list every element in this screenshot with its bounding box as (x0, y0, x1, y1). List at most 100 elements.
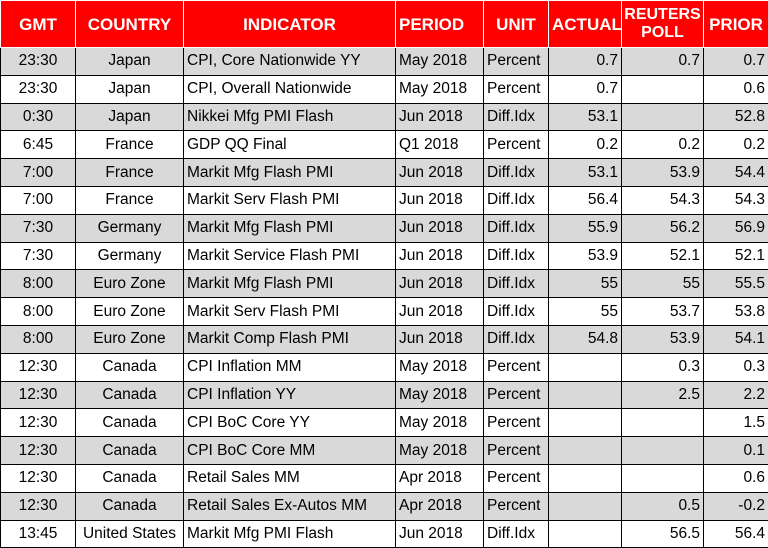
cell-gmt: 7:00 (1, 159, 76, 187)
cell-country: United States (76, 520, 184, 548)
header-row: GMT COUNTRY INDICATOR PERIOD UNIT ACTUAL… (1, 1, 768, 48)
cell-unit: Diff.Idx (484, 159, 549, 187)
cell-prior: 53.8 (704, 298, 768, 326)
header-country: COUNTRY (76, 1, 184, 48)
cell-period: Jun 2018 (396, 214, 484, 242)
header-unit: UNIT (484, 1, 549, 48)
cell-gmt: 6:45 (1, 131, 76, 159)
cell-country: France (76, 186, 184, 214)
cell-gmt: 12:30 (1, 464, 76, 492)
cell-reuters-poll (622, 103, 704, 131)
cell-gmt: 13:45 (1, 520, 76, 548)
cell-country: Germany (76, 214, 184, 242)
cell-reuters-poll: 56.2 (622, 214, 704, 242)
cell-actual: 55.9 (549, 214, 622, 242)
cell-unit: Diff.Idx (484, 214, 549, 242)
cell-reuters-poll: 0.7 (622, 48, 704, 76)
cell-actual: 0.2 (549, 131, 622, 159)
cell-unit: Diff.Idx (484, 270, 549, 298)
cell-reuters-poll: 55 (622, 270, 704, 298)
cell-prior: 56.9 (704, 214, 768, 242)
cell-prior: -0.2 (704, 492, 768, 520)
cell-unit: Percent (484, 409, 549, 437)
cell-prior: 52.1 (704, 242, 768, 270)
cell-period: Jun 2018 (396, 242, 484, 270)
cell-unit: Diff.Idx (484, 103, 549, 131)
cell-period: May 2018 (396, 75, 484, 103)
cell-gmt: 7:30 (1, 242, 76, 270)
cell-gmt: 0:30 (1, 103, 76, 131)
cell-actual: 53.9 (549, 242, 622, 270)
cell-indicator: CPI BoC Core MM (184, 437, 396, 465)
cell-actual (549, 409, 622, 437)
cell-indicator: Markit Mfg Flash PMI (184, 159, 396, 187)
cell-indicator: Markit Mfg PMI Flash (184, 520, 396, 548)
cell-actual: 55 (549, 270, 622, 298)
cell-reuters-poll: 2.5 (622, 381, 704, 409)
cell-period: Q1 2018 (396, 131, 484, 159)
cell-period: Jun 2018 (396, 298, 484, 326)
cell-actual (549, 492, 622, 520)
cell-prior: 0.7 (704, 48, 768, 76)
cell-prior: 56.4 (704, 520, 768, 548)
cell-country: Japan (76, 75, 184, 103)
cell-country: Euro Zone (76, 325, 184, 353)
cell-reuters-poll: 0.2 (622, 131, 704, 159)
cell-reuters-poll: 54.3 (622, 186, 704, 214)
cell-prior: 0.3 (704, 353, 768, 381)
cell-indicator: Markit Service Flash PMI (184, 242, 396, 270)
cell-unit: Diff.Idx (484, 242, 549, 270)
cell-gmt: 12:30 (1, 381, 76, 409)
cell-country: Canada (76, 437, 184, 465)
cell-gmt: 8:00 (1, 270, 76, 298)
cell-gmt: 12:30 (1, 353, 76, 381)
cell-country: Canada (76, 492, 184, 520)
cell-reuters-poll: 53.9 (622, 159, 704, 187)
header-gmt: GMT (1, 1, 76, 48)
cell-actual: 55 (549, 298, 622, 326)
cell-unit: Percent (484, 48, 549, 76)
cell-period: Jun 2018 (396, 520, 484, 548)
cell-prior: 0.1 (704, 437, 768, 465)
cell-prior: 54.1 (704, 325, 768, 353)
cell-unit: Diff.Idx (484, 186, 549, 214)
cell-reuters-poll: 56.5 (622, 520, 704, 548)
cell-unit: Diff.Idx (484, 298, 549, 326)
cell-indicator: CPI Inflation MM (184, 353, 396, 381)
cell-reuters-poll (622, 75, 704, 103)
cell-reuters-poll: 53.9 (622, 325, 704, 353)
cell-prior: 54.3 (704, 186, 768, 214)
cell-gmt: 7:00 (1, 186, 76, 214)
cell-country: Euro Zone (76, 298, 184, 326)
cell-actual (549, 437, 622, 465)
cell-indicator: GDP QQ Final (184, 131, 396, 159)
header-poll-line1: REUTERS (624, 6, 700, 23)
cell-gmt: 12:30 (1, 409, 76, 437)
cell-actual: 0.7 (549, 75, 622, 103)
header-indicator: INDICATOR (184, 1, 396, 48)
cell-country: Germany (76, 242, 184, 270)
cell-gmt: 23:30 (1, 48, 76, 76)
cell-country: France (76, 131, 184, 159)
cell-unit: Percent (484, 381, 549, 409)
cell-unit: Percent (484, 492, 549, 520)
cell-country: Euro Zone (76, 270, 184, 298)
cell-reuters-poll: 0.3 (622, 353, 704, 381)
cell-country: Canada (76, 464, 184, 492)
cell-indicator: Nikkei Mfg PMI Flash (184, 103, 396, 131)
header-actual: ACTUAL (549, 1, 622, 48)
